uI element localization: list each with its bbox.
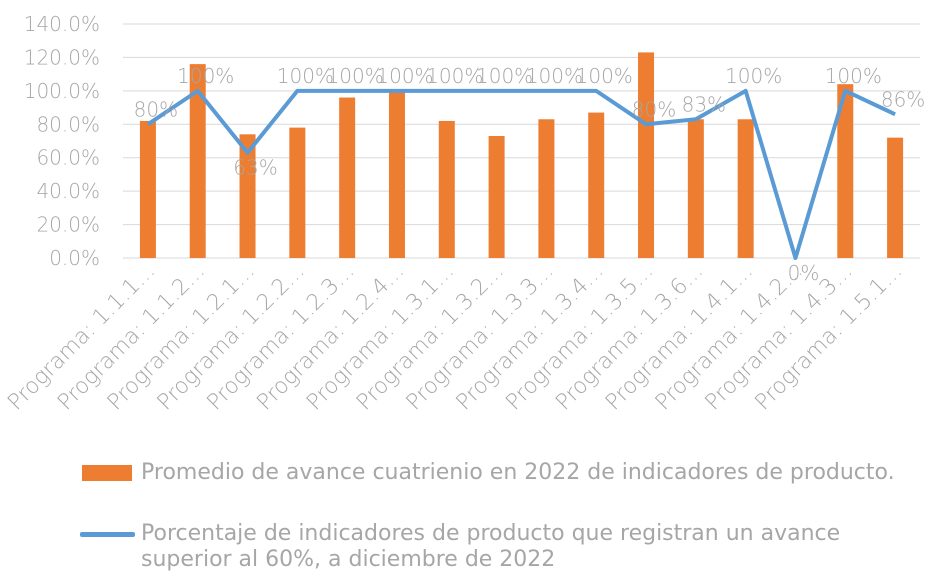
legend-label: Porcentaje de indicadores de producto qu… bbox=[141, 521, 841, 572]
y-tick-label: 40.0% bbox=[36, 179, 100, 203]
data-label: 0% bbox=[788, 261, 820, 285]
data-label: 100% bbox=[526, 64, 583, 88]
bar bbox=[538, 119, 555, 259]
legend-label: Promedio de avance cuatrienio en 2022 de… bbox=[141, 460, 895, 485]
data-label: 86% bbox=[881, 87, 925, 111]
bar bbox=[189, 64, 206, 258]
bar bbox=[737, 119, 754, 259]
data-label: 100% bbox=[277, 64, 334, 88]
data-label: 63% bbox=[233, 156, 277, 180]
data-label: 80% bbox=[632, 97, 676, 121]
legend-entry: Porcentaje de indicadores de producto qu… bbox=[80, 521, 930, 573]
plot: 0.0% 20.0% 40.0% 60.0% 80.0% 100.0% 120.0% 140.… bbox=[3, 12, 925, 415]
y-tick-label: 140.0% bbox=[24, 12, 100, 36]
y-tick-label: 60.0% bbox=[36, 146, 100, 170]
data-label: 100% bbox=[426, 64, 483, 88]
legend-swatch bbox=[80, 460, 135, 486]
bar bbox=[239, 134, 256, 258]
data-label: 100% bbox=[327, 64, 384, 88]
data-label: 100% bbox=[725, 64, 782, 88]
bar bbox=[488, 135, 505, 258]
bar bbox=[289, 127, 306, 258]
data-label: 100% bbox=[476, 64, 533, 88]
y-tick-label: 100.0% bbox=[24, 79, 100, 103]
bar bbox=[638, 52, 655, 258]
bar bbox=[388, 92, 405, 259]
legend-entry: Promedio de avance cuatrienio en 2022 de… bbox=[80, 460, 930, 486]
bar bbox=[438, 120, 455, 258]
legend-swatch bbox=[80, 521, 135, 573]
data-label: 100% bbox=[177, 64, 234, 88]
data-label: 100% bbox=[376, 64, 433, 88]
data-label: 100% bbox=[825, 64, 882, 88]
bar bbox=[687, 119, 704, 259]
data-label: 80% bbox=[134, 97, 178, 121]
bar bbox=[887, 137, 904, 258]
bar bbox=[588, 112, 605, 258]
bar bbox=[139, 120, 156, 258]
bar bbox=[837, 84, 854, 259]
bar bbox=[339, 97, 356, 259]
y-tick-label: 20.0% bbox=[36, 213, 100, 237]
data-label: 100% bbox=[576, 64, 633, 88]
y-tick-label: 80.0% bbox=[36, 112, 100, 136]
y-tick-label: 0.0% bbox=[49, 246, 100, 270]
line bbox=[146, 88, 896, 260]
data-label: 83% bbox=[682, 92, 726, 116]
y-tick-label: 120.0% bbox=[24, 45, 100, 69]
